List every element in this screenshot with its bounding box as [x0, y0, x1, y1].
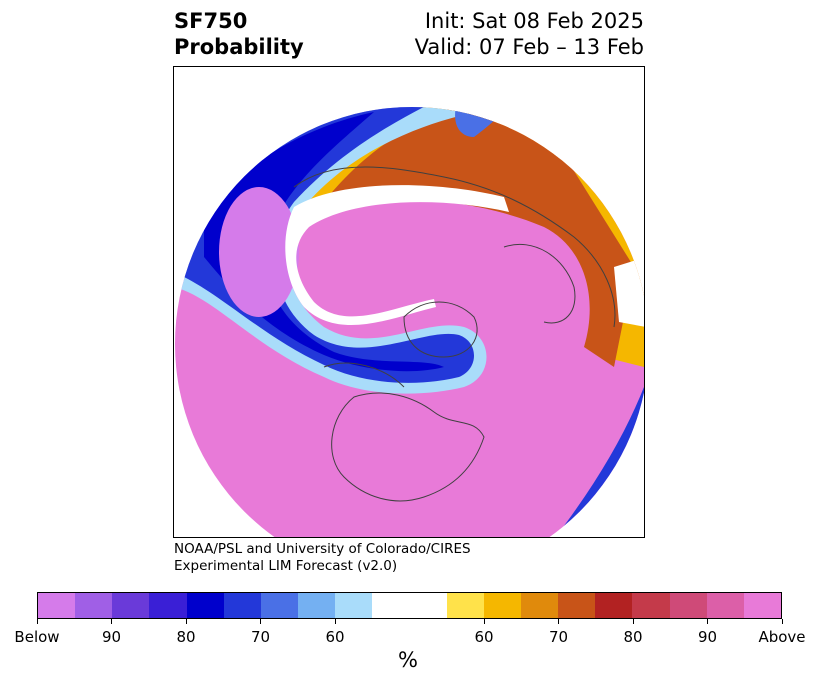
colorbar-tick-mark — [185, 619, 187, 624]
colorbar-bin-0 — [38, 593, 76, 618]
colorbar-tick-label: 60 — [474, 628, 494, 646]
colorbar-bin-2 — [112, 593, 150, 618]
colorbar-tick-label: 60 — [325, 628, 345, 646]
colorbar-bin-13 — [558, 593, 596, 618]
coastlines — [293, 166, 616, 502]
title-variable: SF750 — [174, 9, 248, 33]
colorbar-tick-mark — [632, 619, 634, 624]
colorbar-tick-mark — [334, 619, 336, 624]
map-panel — [173, 66, 645, 538]
colorbar-tick-label: 90 — [101, 628, 122, 646]
colorbar-bin-12 — [521, 593, 559, 618]
colorbar-bin-15 — [632, 593, 670, 618]
colorbar-bin-9 — [372, 593, 447, 618]
title-type: Probability — [174, 35, 304, 59]
colorbar-bin-18 — [743, 593, 782, 618]
colorbar-bin-8 — [335, 593, 373, 618]
colorbar — [37, 592, 782, 619]
colorbar-tick-label: 80 — [176, 628, 196, 646]
colorbar-tick-label: 70 — [250, 628, 271, 646]
colorbar-bin-3 — [149, 593, 187, 618]
colorbar-bin-5 — [223, 593, 261, 618]
neutral-band — [285, 185, 509, 326]
colorbar-bin-4 — [186, 593, 224, 618]
colorbar-tick-mark — [111, 619, 112, 624]
forecast-dates: Init: Sat 08 Feb 2025 Valid: 07 Feb – 13… — [415, 8, 644, 60]
colorbar-bin-16 — [669, 593, 707, 618]
credit-line-1: NOAA/PSL and University of Colorado/CIRE… — [174, 541, 471, 557]
polar-map — [174, 67, 644, 537]
colorbar-bin-1 — [75, 593, 113, 618]
colorbar-bin-7 — [298, 593, 336, 618]
chart-title: SF750 Probability — [174, 8, 304, 60]
colorbar-units: % — [398, 648, 418, 672]
colorbar-tick-label: 90 — [697, 628, 718, 646]
below-center-pacific — [219, 187, 299, 317]
colorbar-tick-mark — [558, 619, 559, 624]
colorbar-tick-label: Above — [758, 628, 806, 646]
valid-range: Valid: 07 Feb – 13 Feb — [414, 35, 644, 59]
colorbar-bin-10 — [446, 593, 484, 618]
colorbar-tick-mark — [260, 619, 261, 624]
credit-text: NOAA/PSL and University of Colorado/CIRE… — [174, 541, 471, 575]
colorbar-bin-17 — [706, 593, 744, 618]
warm-band-inner — [309, 107, 634, 367]
colorbar-tick-mark — [707, 619, 708, 624]
colorbar-tick-mark — [781, 619, 783, 624]
colorbar-bin-14 — [595, 593, 633, 618]
neutral-east — [614, 257, 644, 327]
colorbar-bin-6 — [260, 593, 299, 618]
colorbar-tick-label: 80 — [623, 628, 643, 646]
init-date: Init: Sat 08 Feb 2025 — [424, 9, 644, 33]
colorbar-tick-mark — [483, 619, 485, 624]
colorbar-tick-label: 70 — [548, 628, 569, 646]
probability-field — [175, 107, 644, 537]
colorbar-tick-mark — [36, 619, 38, 624]
colorbar-bin-11 — [483, 593, 522, 618]
credit-line-2: Experimental LIM Forecast (v2.0) — [174, 558, 398, 574]
cold-northeast — [455, 107, 534, 137]
colorbar-tick-label: Below — [14, 628, 60, 646]
